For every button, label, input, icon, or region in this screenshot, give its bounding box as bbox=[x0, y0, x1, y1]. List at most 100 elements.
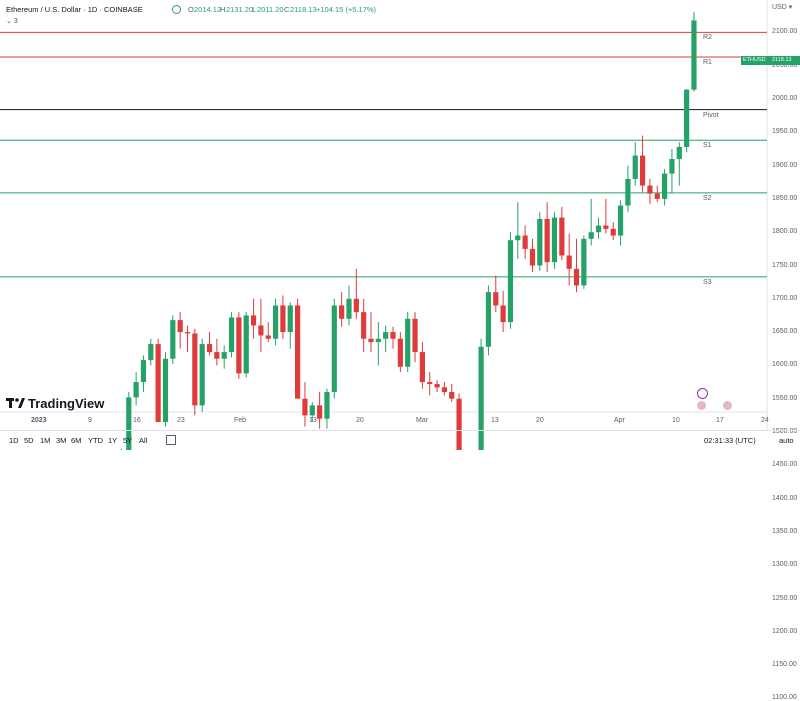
candle-body bbox=[221, 352, 227, 359]
candle-body bbox=[287, 305, 293, 333]
price-tick-label: 1900.00 bbox=[772, 161, 798, 169]
candle-body bbox=[529, 248, 536, 266]
clock-display[interactable]: 02:31:33 (UTC) bbox=[704, 436, 756, 445]
price-tick-label: 1350.00 bbox=[772, 527, 798, 535]
currency-label[interactable]: USD ▾ bbox=[772, 4, 793, 11]
candle-body bbox=[632, 155, 638, 179]
pivot-label-r2: R2 bbox=[703, 34, 712, 42]
candle-body bbox=[559, 217, 565, 256]
candle-body bbox=[250, 315, 257, 326]
range-6m-button[interactable]: 6M bbox=[71, 436, 82, 445]
ohlc-close-value: 2118.13 bbox=[290, 5, 317, 14]
lightning-event-icon[interactable] bbox=[697, 388, 708, 399]
price-tick-label: 1950.00 bbox=[772, 128, 798, 136]
range-ytd-button[interactable]: YTD bbox=[88, 436, 103, 445]
flag-event-icon[interactable] bbox=[697, 401, 706, 410]
symbol-title[interactable]: Ethereum / U.S. Dollar · 1D · COINBASE bbox=[6, 5, 143, 14]
indicators-toggle[interactable]: ⌄ 3 bbox=[6, 17, 18, 25]
price-tick-label: 1750.00 bbox=[772, 261, 798, 269]
price-chart[interactable] bbox=[0, 0, 800, 450]
indicator-count: 3 bbox=[13, 18, 18, 25]
candle-body bbox=[617, 205, 624, 236]
ohlc-close-label: C bbox=[284, 5, 290, 14]
time-tick-label: 13 bbox=[491, 417, 499, 424]
candle-body bbox=[669, 158, 675, 174]
candle-body bbox=[588, 232, 594, 239]
time-tick-label: Apr bbox=[614, 417, 625, 424]
date-range-icon[interactable] bbox=[166, 435, 176, 445]
time-tick-label: 20 bbox=[356, 417, 364, 424]
candle-body bbox=[500, 305, 506, 323]
candle-body bbox=[493, 292, 499, 306]
candle-body bbox=[595, 225, 602, 233]
candle-body bbox=[324, 392, 330, 419]
scale-auto-button[interactable]: auto bbox=[779, 436, 794, 445]
candle-body bbox=[647, 185, 653, 194]
chevron-down-icon: ⌄ bbox=[6, 18, 12, 25]
candle-body bbox=[228, 317, 235, 353]
candle-body bbox=[368, 338, 374, 343]
pivot-label-s1: S1 bbox=[703, 142, 712, 150]
time-tick-label: Mar bbox=[416, 417, 429, 424]
symbol-badge: ETHUSD bbox=[741, 56, 771, 65]
market-status-dot bbox=[172, 5, 181, 14]
range-1m-button[interactable]: 1M bbox=[40, 436, 51, 445]
price-tick-label: 1150.00 bbox=[772, 661, 797, 669]
candle-body bbox=[177, 320, 183, 333]
candle-body bbox=[537, 218, 543, 266]
range-5y-button[interactable]: 5Y bbox=[123, 436, 133, 445]
chart-header: Ethereum / U.S. Dollar · 1D · COINBASE O… bbox=[0, 0, 760, 18]
candle-body bbox=[441, 387, 447, 393]
pivot-label-s2: S2 bbox=[703, 194, 712, 202]
tradingview-logo-icon bbox=[6, 398, 25, 408]
ohlc-high-label: H bbox=[220, 5, 226, 14]
candle-body bbox=[639, 155, 646, 186]
candle-body bbox=[199, 344, 205, 406]
candle-body bbox=[133, 382, 139, 398]
candle-body bbox=[375, 338, 381, 343]
candle-body bbox=[434, 384, 440, 388]
range-5d-button[interactable]: 5D bbox=[24, 436, 34, 445]
range-all-button[interactable]: All bbox=[139, 436, 148, 445]
range-3m-button[interactable]: 3M bbox=[56, 436, 67, 445]
range-1d-button[interactable]: 1D bbox=[9, 436, 19, 445]
candle-body bbox=[691, 20, 697, 90]
candle-body bbox=[544, 218, 550, 263]
time-tick-label: Feb bbox=[234, 417, 247, 424]
candle-body bbox=[684, 89, 690, 147]
candle-body bbox=[419, 352, 425, 383]
candle-body bbox=[515, 235, 521, 241]
candle-body bbox=[126, 397, 132, 450]
ohlc-low-label: L bbox=[252, 5, 257, 14]
candle-body bbox=[581, 238, 587, 286]
price-tick-label: 1800.00 bbox=[772, 228, 798, 236]
candle-body bbox=[551, 217, 558, 263]
pivot-label-r1: R1 bbox=[703, 59, 712, 67]
candle-body bbox=[662, 173, 668, 199]
candle-body bbox=[258, 325, 264, 336]
price-tick-label: 1650.00 bbox=[772, 328, 798, 336]
time-tick-label: 2023 bbox=[31, 417, 47, 424]
price-tick-label: 1850.00 bbox=[772, 194, 798, 202]
price-tick-label: 1200.00 bbox=[772, 627, 798, 635]
candle-body bbox=[280, 305, 286, 333]
ohlc-high-value: 2131.20 bbox=[226, 5, 254, 14]
price-tick-label: 2050.00 bbox=[772, 61, 798, 69]
flag-event-icon[interactable] bbox=[723, 401, 732, 410]
price-tick-label: 1500.00 bbox=[772, 428, 798, 435]
last-price-badge: 2118.13 bbox=[770, 56, 800, 65]
candle-body bbox=[449, 392, 455, 399]
candle-body bbox=[478, 346, 484, 450]
ohlc-low-value: 2011.20 bbox=[257, 5, 284, 14]
candle-body bbox=[456, 398, 462, 450]
candle-body bbox=[243, 315, 249, 374]
candle-body bbox=[522, 235, 528, 249]
time-tick-label: 20 bbox=[536, 417, 544, 424]
price-tick-label: 2100.00 bbox=[772, 28, 798, 36]
time-tick-label: 23 bbox=[177, 417, 185, 424]
pivot-label-pivot: Pivot bbox=[703, 111, 719, 119]
candle-body bbox=[361, 312, 367, 339]
range-1y-button[interactable]: 1Y bbox=[108, 436, 118, 445]
candle-body bbox=[383, 332, 389, 339]
ohlc-open-label: O bbox=[188, 5, 194, 14]
